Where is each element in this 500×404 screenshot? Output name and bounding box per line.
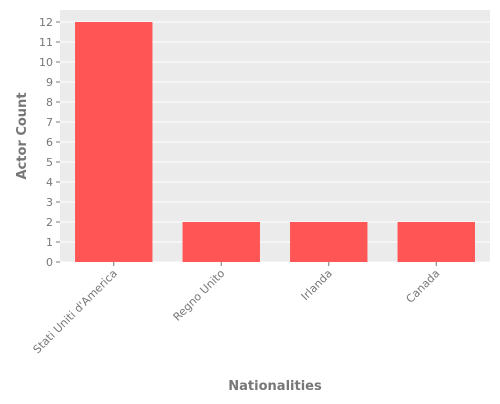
x-axis-title: Nationalities xyxy=(228,379,322,394)
x-tick-label: Stati Uniti d'America xyxy=(31,267,120,356)
y-tick-label: 1 xyxy=(46,236,53,249)
y-tick-label: 4 xyxy=(46,176,53,189)
y-tick-label: 8 xyxy=(46,96,53,109)
y-tick-label: 3 xyxy=(46,196,53,209)
y-tick-label: 2 xyxy=(46,216,53,229)
y-tick-label: 11 xyxy=(39,36,53,49)
x-tick-label: Irlanda xyxy=(299,267,335,303)
bar xyxy=(182,222,260,262)
x-axis-ticks: Stati Uniti d'America Regno Unito Irlanda C… xyxy=(31,262,443,356)
y-axis-title: Actor Count xyxy=(15,92,30,179)
y-tick-label: 6 xyxy=(46,136,53,149)
y-tick-label: 7 xyxy=(46,116,53,129)
bars xyxy=(75,22,475,262)
y-tick-label: 9 xyxy=(46,76,53,89)
y-tick-label: 10 xyxy=(39,56,53,69)
bar xyxy=(397,222,475,262)
y-tick-label: 5 xyxy=(46,156,53,169)
y-tick-label: 12 xyxy=(39,16,53,29)
bar xyxy=(75,22,153,262)
x-tick-label: Regno Unito xyxy=(171,267,228,324)
y-tick-label: 0 xyxy=(46,256,53,269)
bar xyxy=(290,222,368,262)
x-tick-label: Canada xyxy=(404,267,443,306)
